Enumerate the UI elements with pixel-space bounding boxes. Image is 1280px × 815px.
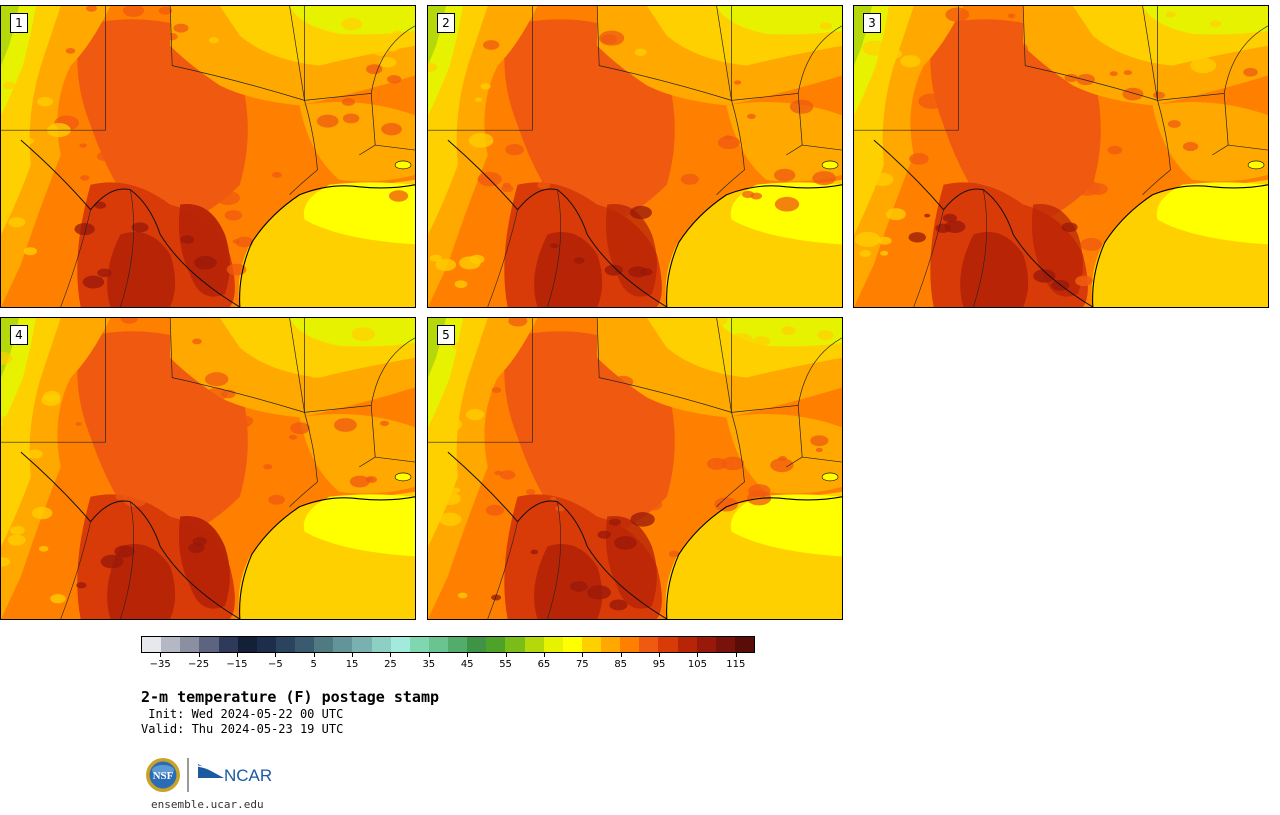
colorbar-swatch	[218, 637, 238, 652]
colorbar-tick-label: 15	[345, 659, 359, 670]
ensemble-member-panel-2: 2	[427, 5, 843, 308]
colorbar-swatch	[275, 637, 295, 652]
ensemble-member-panel-3: 3	[853, 5, 1269, 308]
colorbar-tick-mark	[428, 653, 430, 657]
colorbar-swatch	[639, 637, 659, 652]
colorbar-swatch	[467, 637, 487, 652]
colorbar-tick-label: 75	[575, 659, 589, 670]
colorbar-tick-mark	[275, 653, 277, 657]
colorbar-tick-label: 95	[652, 659, 666, 670]
member-number-badge: 4	[10, 325, 28, 345]
member-number-badge: 3	[863, 13, 881, 33]
colorbar-swatch	[524, 637, 544, 652]
figure-title: 2-m temperature (F) postage stamp	[141, 688, 440, 706]
colorbar-tick-mark	[620, 653, 622, 657]
temperature-map	[428, 6, 842, 307]
colorbar-tick-label: 55	[499, 659, 512, 670]
colorbar-swatch	[734, 637, 754, 652]
colorbar-swatch	[295, 637, 315, 652]
colorbar-tick-label: 105	[687, 659, 707, 670]
colorbar-tick-label: −35	[149, 659, 171, 670]
colorbar-tick-mark	[390, 653, 392, 657]
colorbar-swatch	[715, 637, 735, 652]
colorbar-tick-mark	[160, 653, 162, 657]
member-number-badge: 1	[10, 13, 28, 33]
colorbar-tick-mark	[198, 653, 200, 657]
colorbar-tick-mark	[313, 653, 315, 657]
member-number-badge: 5	[437, 325, 455, 345]
nsf-ncar-logos: NSF NCAR	[146, 758, 272, 792]
colorbar-tick-label: −5	[267, 659, 283, 670]
colorbar-tick-mark	[697, 653, 699, 657]
temperature-map	[1, 318, 415, 619]
colorbar-ticks: −35 −25 −15 −5 5 15 25 35 45 55 65 75 85 95 105 115	[141, 653, 755, 673]
colorbar-tick-label: −15	[226, 659, 248, 670]
colorbar-swatch	[333, 637, 353, 652]
init-time: Init: Wed 2024-05-22 00 UTC	[141, 707, 344, 721]
colorbar-tick-mark	[582, 653, 584, 657]
colorbar-tick-label: 35	[422, 659, 436, 670]
colorbar-tick-mark	[352, 653, 354, 657]
colorbar-swatch	[256, 637, 276, 652]
colorbar-tick-mark	[467, 653, 469, 657]
colorbar-tick-label: 25	[384, 659, 397, 670]
colorbar-swatch	[658, 637, 678, 652]
colorbar-swatch	[581, 637, 601, 652]
ncar-logo-icon: NCAR	[197, 764, 272, 785]
colorbar-tick-mark	[543, 653, 545, 657]
colorbar-swatch	[428, 637, 448, 652]
colorbar-tick-label: −25	[188, 659, 210, 670]
valid-time: Valid: Thu 2024-05-23 19 UTC	[141, 722, 344, 736]
temperature-map	[1, 6, 415, 307]
colorbar-swatch	[180, 637, 200, 652]
colorbar-swatch	[409, 637, 429, 652]
source-url: ensemble.ucar.edu	[151, 798, 264, 811]
colorbar-swatch	[486, 637, 506, 652]
colorbar-swatch	[237, 637, 257, 652]
colorbar-swatch	[562, 637, 582, 652]
colorbar-tick-label: 85	[614, 659, 628, 670]
temperature-colorbar	[141, 636, 755, 653]
colorbar-tick-label: 65	[537, 659, 551, 670]
colorbar-swatch	[314, 637, 334, 652]
colorbar-tick-mark	[236, 653, 238, 657]
colorbar-swatch	[448, 637, 468, 652]
colorbar-tick-label: 5	[310, 659, 317, 670]
ensemble-member-panel-5: 5	[427, 317, 843, 620]
member-number-badge: 2	[437, 13, 455, 33]
colorbar-swatch	[352, 637, 372, 652]
colorbar-swatch	[142, 637, 162, 652]
temperature-map	[428, 318, 842, 619]
colorbar-tick-mark	[505, 653, 507, 657]
colorbar-swatch	[601, 637, 621, 652]
temperature-map	[854, 6, 1268, 307]
colorbar-swatch	[620, 637, 640, 652]
colorbar-swatch	[677, 637, 697, 652]
colorbar-swatch	[696, 637, 716, 652]
colorbar-tick-mark	[659, 653, 661, 657]
nsf-logo-icon: NSF	[146, 758, 180, 792]
colorbar-tick-mark	[735, 653, 737, 657]
colorbar-swatch	[371, 637, 391, 652]
colorbar-swatch	[543, 637, 563, 652]
ensemble-member-panel-1: 1	[0, 5, 416, 308]
colorbar-swatch	[199, 637, 219, 652]
svg-text:NSF: NSF	[153, 770, 174, 782]
ensemble-member-panel-4: 4	[0, 317, 416, 620]
colorbar-tick-label: 45	[460, 659, 474, 670]
colorbar-tick-label: 115	[726, 659, 746, 670]
colorbar-swatch	[390, 637, 410, 652]
svg-text:NCAR: NCAR	[224, 766, 272, 785]
colorbar-swatch	[505, 637, 525, 652]
colorbar-swatch	[161, 637, 181, 652]
